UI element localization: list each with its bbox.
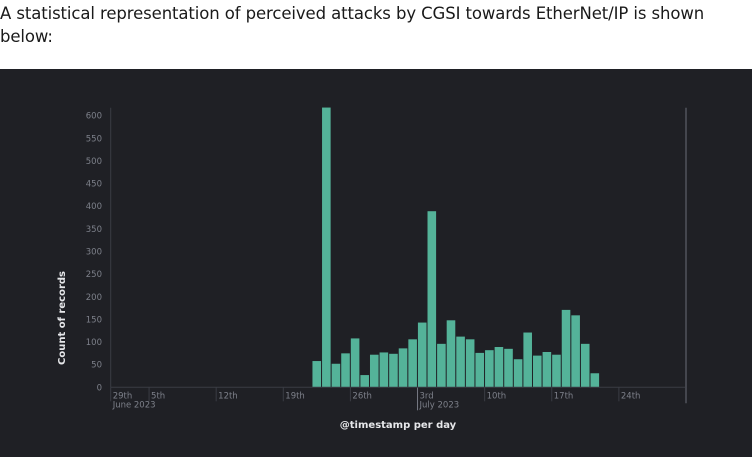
x-tick-sublabel: June 2023 (112, 400, 156, 410)
y-tick-label: 600 (86, 112, 102, 122)
bar-2023-07-21 (590, 373, 600, 388)
x-tick-label: 29th (113, 391, 133, 401)
y-tick-label: 500 (86, 157, 102, 167)
bar-2023-07-10 (485, 350, 494, 388)
bar-2023-06-22 (312, 361, 322, 388)
bar-2023-07-12 (504, 348, 513, 388)
x-tick-label: 3rd (420, 391, 434, 401)
bar-2023-07-03 (417, 322, 427, 388)
bar-2023-06-26 (350, 338, 360, 388)
x-tick-label: 19th (285, 391, 305, 401)
bar-2023-06-24 (331, 363, 341, 388)
bar-2023-07-20 (580, 343, 590, 388)
bar-2023-06-30 (389, 353, 398, 388)
bar-chart: 0 50 100 150 200 250 300 350 400 450 500 550 600 29t… (57, 107, 687, 431)
x-tick-sublabel: July 2023 (419, 400, 460, 410)
x-tick-label: 5th (151, 391, 165, 401)
bar-2023-07-02 (408, 339, 417, 388)
bar-2023-07-19 (571, 315, 580, 388)
y-tick-label: 0 (97, 383, 102, 393)
bar-2023-06-28 (369, 354, 379, 388)
bar-2023-07-07 (456, 336, 465, 388)
bar-2023-07-04 (427, 211, 437, 388)
x-tick-label: 26th (352, 391, 372, 401)
chart-panel: 0 50 100 150 200 250 300 350 400 450 500 550 600 29t… (0, 69, 752, 457)
x-axis-title: @timestamp per day (340, 420, 457, 431)
bar-2023-07-08 (465, 339, 475, 388)
bar-2023-06-23 (322, 107, 331, 388)
y-tick-label: 100 (86, 338, 102, 348)
y-tick-label: 450 (86, 180, 102, 190)
x-tick-label: 24th (621, 391, 641, 401)
bar-2023-07-17 (552, 354, 561, 388)
bar-2023-06-27 (360, 375, 369, 388)
y-tick-label: 350 (86, 225, 102, 235)
x-tick-label: 10th (487, 391, 507, 401)
bar-2023-07-16 (542, 351, 552, 388)
y-tick-label: 150 (86, 315, 102, 325)
x-tick-label: 12th (218, 391, 238, 401)
y-tick-label: 50 (91, 361, 102, 371)
bar-2023-07-01 (398, 348, 408, 388)
intro-text: A statistical representation of perceive… (0, 4, 705, 46)
y-tick-label: 250 (86, 270, 102, 280)
bar-2023-07-05 (437, 343, 446, 388)
bar-2023-07-09 (475, 352, 485, 388)
bar-2023-07-14 (523, 332, 532, 388)
bar-2023-06-25 (341, 353, 350, 388)
y-tick-label: 550 (86, 134, 102, 144)
bar-2023-07-15 (532, 355, 542, 388)
bar-2023-07-13 (513, 359, 523, 388)
y-tick-label: 400 (86, 202, 102, 212)
x-tick-label: 17th (554, 391, 574, 401)
bar-2023-07-18 (561, 309, 571, 388)
y-tick-label: 200 (86, 293, 102, 303)
y-axis-title: Count of records (57, 271, 68, 365)
y-tick-label: 300 (86, 248, 102, 258)
bar-2023-07-11 (494, 347, 504, 388)
bar-2023-07-06 (446, 320, 456, 388)
bar-2023-06-29 (379, 352, 389, 388)
